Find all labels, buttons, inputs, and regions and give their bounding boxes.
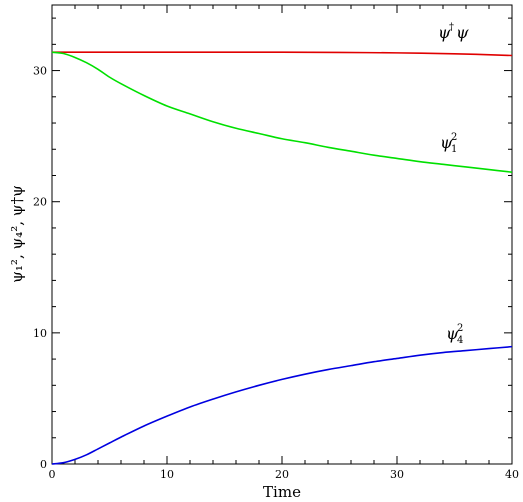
series-label-0: ψ† ψ	[438, 22, 469, 42]
series-label-sup: 2	[451, 132, 457, 143]
y-tick-label: 20	[33, 196, 47, 209]
axis-ticks	[51, 5, 513, 465]
series-label-sub: 1	[451, 144, 457, 155]
series-label-main: ψ	[446, 324, 459, 343]
y-tick-label: 30	[33, 65, 47, 78]
tick-labels: 0 10 20 30 40 0 10 20 30	[33, 65, 519, 481]
x-tick-label: 20	[275, 468, 289, 481]
x-tick-label: 10	[160, 468, 174, 481]
series-lines	[51, 51, 513, 465]
x-tick-label: 0	[49, 468, 56, 481]
y-tick-label: 10	[33, 327, 47, 340]
series-line-0	[52, 51, 513, 57]
series-label-main: ψ	[438, 23, 451, 42]
series-line-1	[51, 51, 513, 174]
x-tick-label: 40	[505, 468, 519, 481]
x-axis-title: Time	[263, 483, 301, 501]
y-axis-title: ψ₁², ψ₄², ψ†ψ	[8, 185, 26, 283]
series-label-sub: 4	[457, 335, 463, 346]
plot-frame	[51, 4, 513, 465]
y-tick-label: 0	[40, 458, 47, 471]
series-label-2: ψ24	[446, 323, 463, 346]
series-line-2	[51, 345, 513, 465]
series-label-sup: †	[449, 22, 454, 33]
series-label-1: ψ21	[440, 132, 457, 155]
series-label-sup: 2	[457, 323, 463, 334]
series-label-main: ψ	[440, 133, 453, 152]
x-tick-label: 30	[390, 468, 404, 481]
series-label-tail: ψ	[456, 23, 469, 42]
